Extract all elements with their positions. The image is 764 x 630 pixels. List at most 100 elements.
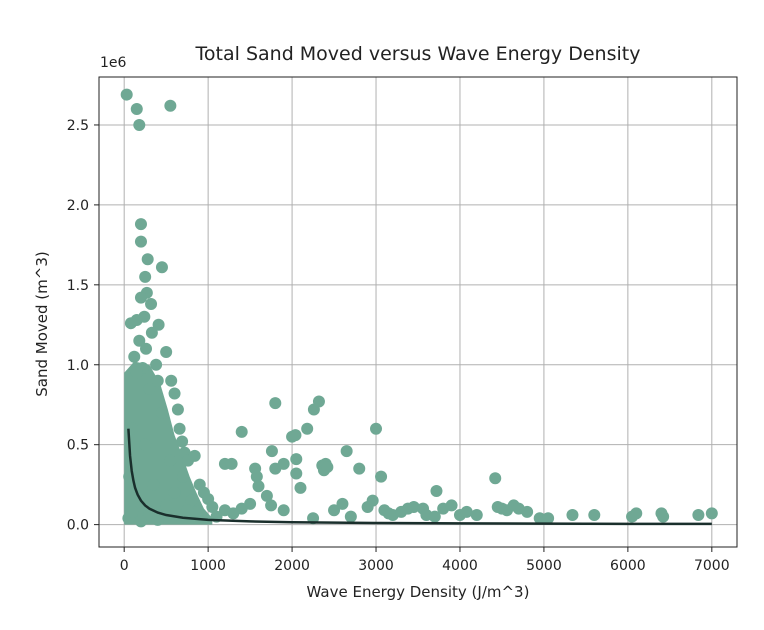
y-tick-label: 0.0 [67,518,89,534]
scatter-point [370,422,383,435]
scatter-point [130,313,143,326]
scatter-point [277,504,290,517]
scatter-point [344,510,357,523]
scatter-point [126,505,139,518]
x-tick-label: 3000 [358,558,394,574]
scatter-point [460,505,473,518]
scatter-point [290,467,303,480]
scatter-point [375,470,388,483]
scatter-point [145,298,158,311]
scatter-point [218,504,231,517]
scatter-point [692,509,705,522]
scatter-point [206,501,219,514]
scatter-point [165,374,178,387]
scatter-point [566,509,579,522]
scatter-point [139,438,152,451]
scatter-point [147,478,160,491]
scatter-point [151,513,164,526]
scatter-point [141,253,154,266]
chart-title: Total Sand Moved versus Wave Energy Dens… [195,43,641,65]
y-tick-label: 2.5 [67,118,89,134]
scatter-point [130,102,143,115]
plot-frame [98,76,738,548]
scatter-point [361,501,374,514]
scatter-point [657,510,670,523]
scatter-point [225,457,238,470]
dense-cluster-area [124,361,213,525]
fit-curve [127,428,712,526]
y-tick-label: 2.0 [67,198,89,214]
scatter-point [445,499,458,512]
scatter-point [128,350,141,363]
scatter-point [176,435,189,448]
scatter-point [145,326,158,339]
y-axis-ticks: 0.0 0.5 1.0 1.5 2.0 2.5 [67,118,99,534]
scatter-point [139,270,152,283]
y-axis-label: Sand Moved (m^3) [33,251,51,396]
x-tick-label: 1000 [190,558,226,574]
scatter-point [134,235,147,248]
scatter-point [160,345,173,358]
scatter-point [294,481,307,494]
scatter-point [470,509,483,522]
x-tick-label: 4000 [442,558,478,574]
scatter-point [407,501,420,514]
scatter-point [140,342,153,355]
scatter-point [260,489,273,502]
scatter-point [542,512,555,525]
y-tick-label: 1.5 [67,278,89,294]
scatter-point [235,425,248,438]
scatter-point [290,453,303,466]
scatter-point [428,510,441,523]
scatter-point [301,422,314,435]
scatter-point [489,472,502,485]
scatter-point [269,397,282,410]
scatter-point [188,449,201,462]
scatter-point [321,461,334,474]
scatter-point [382,507,395,520]
scatter-point [164,99,177,112]
x-axis-ticks: 0 1000 2000 3000 4000 5000 6000 7000 [120,547,730,574]
scatter-point [143,382,156,395]
scatter-points [120,88,718,528]
scatter-point [192,505,205,518]
scatter-point [265,499,278,512]
scatter-point [152,318,165,331]
scatter-point [250,470,263,483]
scatter-point [705,507,718,520]
scatter-point [252,480,265,493]
scatter-point [289,429,302,442]
scatter-point [630,507,643,520]
scatter-point [168,486,181,499]
scatter-point [312,395,325,408]
scatter-point [328,504,341,517]
scatter-point [521,505,534,518]
scatter-point [133,118,146,131]
scatter-point [533,512,546,525]
x-tick-label: 0 [120,558,129,574]
x-tick-label: 7000 [694,558,730,574]
scatter-point [130,366,143,379]
scatter-point [277,457,290,470]
scatter-point [155,406,168,419]
scatter-point [164,454,177,467]
scatter-point [134,515,147,528]
y-tick-label: 1.0 [67,358,89,374]
scatter-point [133,334,146,347]
y-tick-label: 0.5 [67,438,89,454]
scatter-point [336,497,349,510]
scatter-point [171,403,184,416]
dense-cluster [124,361,213,525]
scatter-point [181,504,194,517]
scatter-point [134,291,147,304]
scatter-point [168,387,181,400]
scatter-point [155,261,168,274]
scatter-point [353,462,366,475]
fit-line [127,428,712,526]
scatter-point [151,374,164,387]
scatter-point [340,445,353,458]
scatter-point [120,88,133,101]
scatter-point [160,499,173,512]
scatter-point [185,494,198,507]
x-tick-label: 2000 [274,558,310,574]
